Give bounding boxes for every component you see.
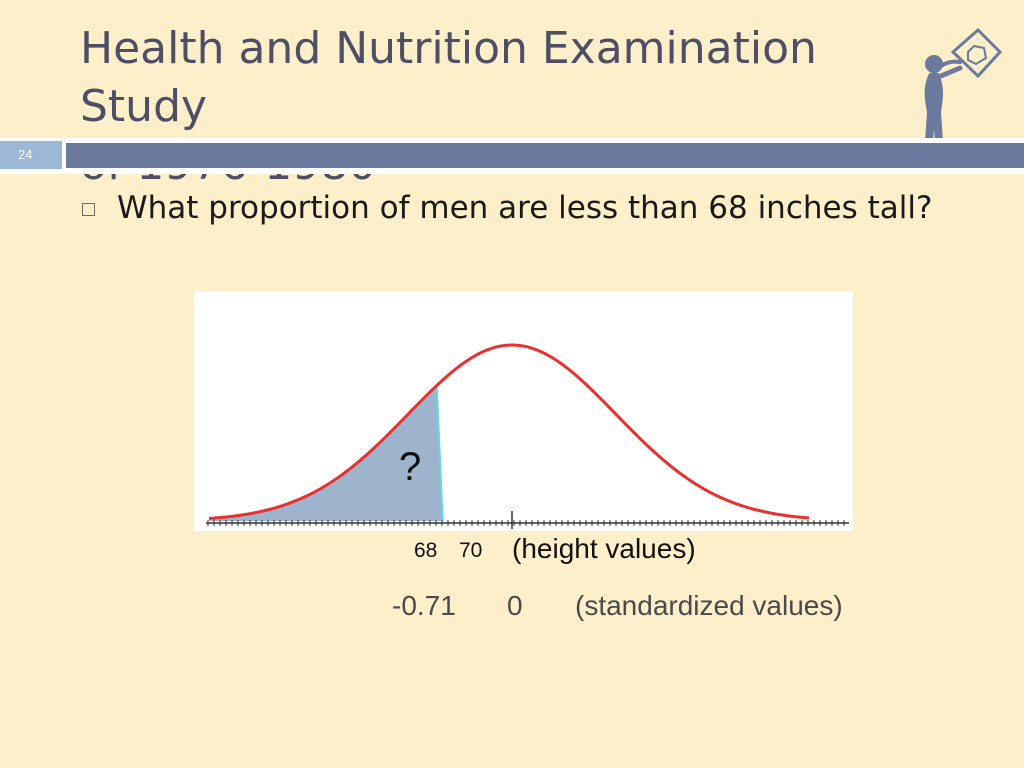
standardized-tick-label-neg: -0.71 (392, 590, 456, 621)
bullet-square-icon (82, 203, 95, 216)
height-tick-label-68: 68 (414, 539, 438, 562)
slide-title-line-1: Health and Nutrition Examination Study (80, 23, 817, 132)
chart-background (194, 291, 853, 531)
cutoff-line (435, 385, 444, 522)
height-tick-label-70: 70 (459, 539, 483, 562)
shaded-area-question-label: ? (399, 445, 421, 489)
bullet-question: What proportion of men are less than 68 … (117, 190, 933, 226)
height-axis-caption: (height values) (512, 533, 696, 564)
standardized-tick-label-zero: 0 (507, 590, 523, 621)
normal-curve-figure: ? (194, 291, 853, 531)
x-axis (206, 511, 849, 529)
normal-curve-chart: ? (194, 291, 853, 531)
person-holding-sign-icon (924, 27, 1003, 143)
header-band (66, 143, 1024, 168)
slide-number: 24 (18, 147, 33, 162)
shaded-tail-area (209, 385, 443, 521)
standardized-axis-caption: (standardized values) (575, 590, 843, 621)
slide-number-box (0, 141, 62, 169)
density-curve (208, 343, 810, 520)
